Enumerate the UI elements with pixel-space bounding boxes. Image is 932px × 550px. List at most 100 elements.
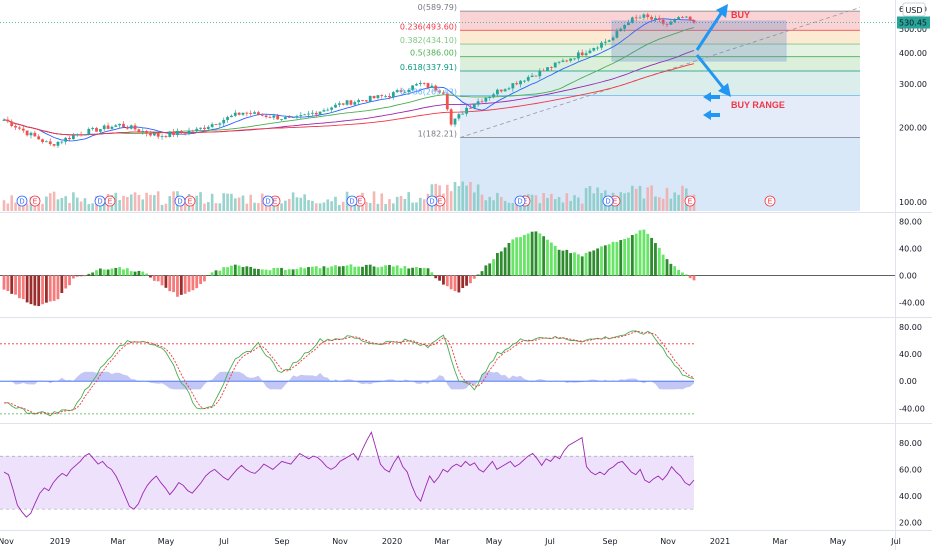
volume-bar — [584, 188, 588, 211]
stochastic-panel[interactable]: 80.00 40.00 0.00 -40.00 — [0, 323, 925, 417]
volume-bar — [272, 202, 276, 211]
currency-badge[interactable]: USD — [902, 2, 926, 17]
volume-bar — [419, 197, 422, 211]
fib-level-label: 0.5(386.00) — [410, 49, 457, 58]
momentum-bar — [218, 270, 222, 276]
momentum-axis[interactable]: 80.00 40.00 0.00 -40.00 — [899, 218, 925, 308]
momentum-bar — [110, 268, 114, 276]
volume-bar — [650, 185, 653, 211]
volume-bar — [399, 196, 403, 211]
time-tick-label: Mar — [772, 537, 788, 546]
momentum-bar — [137, 270, 141, 276]
volume-bar — [480, 194, 484, 211]
momentum-bar — [426, 268, 430, 276]
volume-bar — [415, 202, 418, 211]
earnings-marker[interactable] — [29, 195, 41, 207]
volume-bar — [207, 202, 210, 211]
rsi-axis[interactable]: 80.00 60.00 40.00 20.00 — [899, 439, 922, 527]
volume-bar — [160, 204, 164, 211]
earnings-marker[interactable] — [764, 195, 776, 207]
volume-bar — [214, 203, 218, 211]
momentum-bar — [576, 254, 580, 276]
momentum-bar — [596, 248, 600, 276]
candle-body — [64, 137, 68, 142]
volume-bar — [245, 203, 249, 211]
dividend-marker[interactable] — [262, 195, 274, 207]
dividend-marker[interactable] — [16, 195, 28, 207]
momentum-bar — [492, 259, 495, 276]
rsi-panel[interactable]: 80.00 60.00 40.00 20.00 — [0, 431, 922, 527]
candle-body — [168, 131, 172, 137]
candle-body — [665, 23, 669, 25]
dividend-marker[interactable] — [514, 195, 526, 207]
candle-body — [596, 47, 600, 49]
price-axis[interactable]: 100.00200.00300.00400.00500.00600.00530.… — [897, 5, 930, 207]
price-panel[interactable]: 0(589.79) 0.236(493.60) 0.382(434.10) 0.5(3… — [0, 3, 930, 211]
event-markers: EEEEEEEEEEDDDDDDDD — [16, 195, 776, 207]
candle-body — [10, 121, 14, 127]
candle-body — [349, 100, 353, 105]
earnings-marker-label: E — [613, 199, 618, 206]
momentum-bar — [449, 275, 453, 290]
momentum-bar — [665, 259, 669, 276]
momentum-bar — [29, 275, 33, 305]
momentum-bar — [573, 252, 576, 276]
dividend-marker[interactable] — [94, 195, 106, 207]
momentum-bar — [268, 270, 272, 276]
candle-body — [465, 107, 468, 114]
momentum-bar — [199, 275, 202, 285]
momentum-bar — [102, 269, 106, 276]
momentum-bar — [6, 275, 10, 292]
volume-bar — [534, 195, 538, 211]
momentum-bar — [445, 275, 449, 287]
volume-bar — [673, 192, 677, 211]
candle-body — [280, 119, 283, 120]
dividend-marker[interactable] — [174, 195, 186, 207]
candle-body — [654, 18, 657, 20]
momentum-bar — [654, 243, 657, 276]
earnings-marker[interactable] — [684, 195, 696, 207]
volume-bar — [619, 192, 623, 211]
momentum-bar — [230, 265, 233, 276]
volume-bar — [642, 198, 646, 211]
volume-bar — [561, 202, 565, 211]
volume-bar — [52, 191, 56, 211]
dividend-marker[interactable] — [426, 195, 438, 207]
momentum-bar — [164, 275, 168, 288]
time-axis[interactable]: Nov 2019 Mar May Jul Sep Nov 2020 Mar May Jul Sep No… — [0, 537, 901, 546]
candle-body — [195, 128, 199, 132]
volume-bar — [665, 187, 669, 211]
stochastic-d-line — [3, 331, 695, 415]
momentum-panel[interactable]: 80.00 40.00 0.00 -40.00 — [0, 218, 925, 308]
momentum-bar — [299, 267, 303, 276]
candle-body — [264, 115, 268, 117]
candle-body — [407, 89, 411, 92]
dividend-marker-label: D — [429, 199, 434, 206]
momentum-bar — [557, 249, 561, 276]
volume-bar — [338, 204, 341, 211]
stochastic-axis[interactable]: 80.00 40.00 0.00 -40.00 — [899, 323, 925, 414]
candle-body — [677, 17, 680, 20]
price-tick-label: 300.00 — [899, 80, 927, 89]
candle-body — [669, 21, 673, 25]
momentum-bar — [280, 267, 283, 276]
candle-body — [565, 60, 569, 62]
volume-bar — [45, 196, 48, 211]
dividend-marker[interactable] — [602, 195, 614, 207]
momentum-bar — [152, 275, 156, 281]
volume-bar — [445, 184, 449, 211]
buy-arrow-head — [716, 4, 728, 18]
volume-bar — [6, 203, 10, 211]
volume-bar — [565, 193, 569, 211]
candle-body — [384, 95, 388, 97]
dividend-marker[interactable] — [346, 195, 358, 207]
volume-bar — [41, 203, 44, 211]
candlesticks — [2, 12, 696, 148]
momentum-bar — [210, 272, 214, 276]
volume-bar — [638, 185, 642, 211]
momentum-tick-label: -40.00 — [899, 299, 925, 308]
consolidation-box[interactable] — [611, 20, 787, 62]
stochastic-lines — [0, 330, 695, 417]
candle-body — [287, 117, 291, 118]
